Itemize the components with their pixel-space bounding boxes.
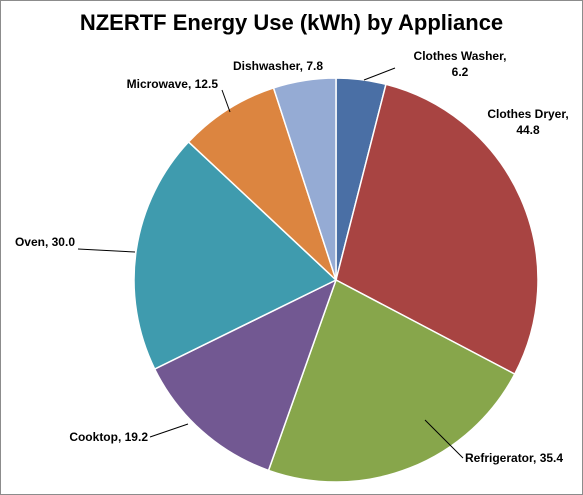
- data-label-refrigerator: Refrigerator, 35.4: [465, 451, 563, 465]
- leader-line-microwave: [221, 89, 231, 113]
- pie-slice-cooktop: [153, 278, 338, 472]
- pie-slice-oven: [133, 140, 338, 371]
- pie-slice-clothes-dryer: [335, 83, 539, 376]
- pie-slice-dishwasher: [272, 77, 337, 281]
- data-label-clothes-dryer: Clothes Dryer, 44.8: [487, 107, 568, 137]
- leader-line-clothes-washer: [363, 67, 396, 81]
- data-label-microwave: Microwave, 12.5: [127, 77, 219, 91]
- data-label-oven: Oven, 30.0: [15, 235, 75, 249]
- pie-slice-refrigerator: [267, 278, 516, 483]
- data-label-dishwasher: Dishwasher, 7.8: [233, 59, 323, 73]
- pie-slice-microwave: [187, 86, 337, 281]
- data-label-clothes-washer: Clothes Washer, 6.2: [414, 49, 507, 79]
- data-label-cooktop: Cooktop, 19.2: [69, 430, 148, 444]
- leader-line-oven: [77, 248, 136, 253]
- chart-title: NZERTF Energy Use (kWh) by Appliance: [79, 10, 504, 35]
- leader-line-cooktop: [149, 423, 189, 438]
- leader-line-refrigerator: [424, 419, 464, 459]
